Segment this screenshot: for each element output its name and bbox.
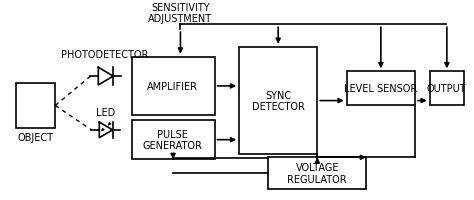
Bar <box>132 121 215 159</box>
Bar <box>132 57 215 116</box>
Bar <box>16 84 55 128</box>
Text: SENSITIVITY
ADJUSTMENT: SENSITIVITY ADJUSTMENT <box>148 3 212 24</box>
Text: AMPLIFIER: AMPLIFIER <box>147 81 198 91</box>
Bar <box>268 157 366 189</box>
Text: LEVEL SENSOR: LEVEL SENSOR <box>344 83 418 93</box>
Text: PHOTODETECTOR: PHOTODETECTOR <box>62 49 149 59</box>
Text: OBJECT: OBJECT <box>18 132 54 142</box>
Text: LED: LED <box>96 108 115 118</box>
Text: PULSE
GENERATOR: PULSE GENERATOR <box>143 129 202 151</box>
Text: OUTPUT: OUTPUT <box>427 83 466 93</box>
Text: VOLTAGE
REGULATOR: VOLTAGE REGULATOR <box>288 162 347 184</box>
Bar <box>346 72 415 106</box>
Bar <box>239 48 317 155</box>
Text: SYNC
DETECTOR: SYNC DETECTOR <box>252 90 305 112</box>
Bar <box>430 72 464 106</box>
